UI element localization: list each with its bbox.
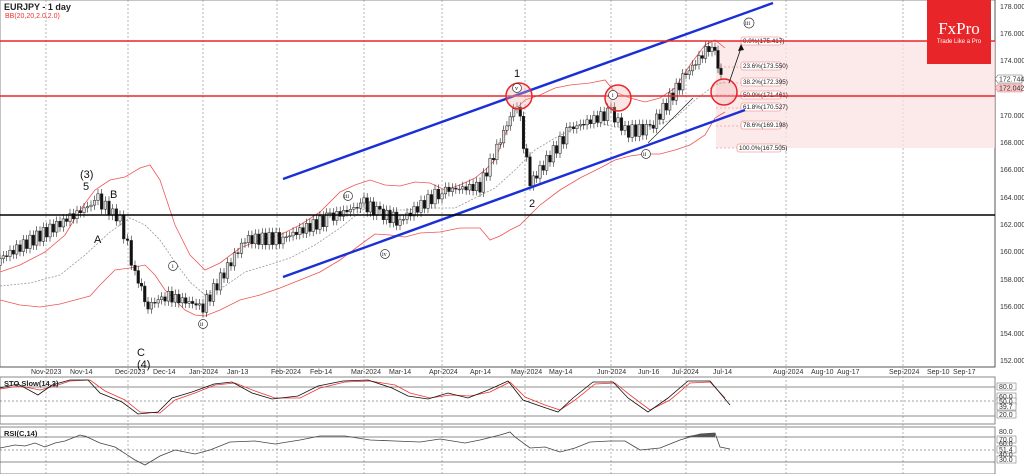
svg-text:iii: iii [745,21,750,27]
svg-text:166.000: 166.000 [1000,167,1024,174]
svg-text:158.000: 158.000 [1000,277,1024,284]
svg-text:Mar-2024: Mar-2024 [351,369,381,376]
svg-text:178.000: 178.000 [1000,4,1024,11]
svg-text:100.0%(167.505): 100.0%(167.505) [739,145,787,152]
svg-text:Jul-14: Jul-14 [713,369,732,376]
svg-text:i: i [172,264,174,270]
svg-text:v: v [515,86,518,92]
svg-text:80.0: 80.0 [999,384,1013,391]
svg-text:20.0: 20.0 [999,412,1013,419]
svg-text:Jan-2024: Jan-2024 [189,369,218,376]
stochastic-label: STO Slow(14,3) [4,379,59,388]
chart-title: EURJPY - 1 day [4,2,71,12]
svg-text:164.000: 164.000 [1000,195,1024,202]
svg-text:C: C [137,347,145,359]
svg-text:Nov-2023: Nov-2023 [31,369,61,376]
svg-text:60.0: 60.0 [999,441,1013,448]
svg-text:Mar-14: Mar-14 [389,369,411,376]
svg-text:1: 1 [514,68,520,80]
svg-text:Dec-2023: Dec-2023 [115,369,145,376]
svg-text:160.000: 160.000 [1000,249,1024,256]
svg-text:80.0: 80.0 [999,429,1013,436]
y-axis: 178.000 176.000 174.000 170.000 168.000 166… [994,0,1024,367]
svg-text:A: A [94,234,102,246]
svg-text:Jun-16: Jun-16 [638,369,660,376]
svg-text:Sep-2024: Sep-2024 [889,369,919,376]
svg-text:ii: ii [643,152,647,158]
svg-text:Jan-13: Jan-13 [227,369,249,376]
fxpro-logo: FxPro Trade Like a Pro [927,0,991,64]
svg-text:152.000: 152.000 [1000,358,1024,365]
svg-text:Apr-14: Apr-14 [470,369,491,376]
svg-text:Aug-10: Aug-10 [811,369,834,376]
svg-text:ii: ii [200,322,204,328]
svg-text:Dec-14: Dec-14 [153,369,176,376]
svg-text:B: B [110,189,117,201]
logo-brand: FxPro [938,19,980,38]
svg-text:39.7: 39.7 [999,404,1013,411]
svg-text:170.000: 170.000 [1000,113,1024,120]
rsi-panel: 80.0 70.0 60.0 51.4 40.0 30.0 [0,429,1017,466]
x-axis: Nov-2023 Nov-14 Dec-2023 Dec-14 Jan-2024 Ja… [0,366,995,376]
svg-text:172.744: 172.744 [999,77,1024,84]
svg-text:(3): (3) [80,169,93,181]
candlesticks [0,41,723,318]
svg-text:Feb-2024: Feb-2024 [271,369,301,376]
svg-text:2: 2 [529,198,535,210]
svg-text:iii: iii [344,194,349,200]
svg-text:Jun-2024: Jun-2024 [597,369,626,376]
svg-text:Sep-17: Sep-17 [953,369,976,376]
svg-text:60.0: 60.0 [999,394,1013,401]
svg-text:38.2%(172.395): 38.2%(172.395) [743,79,788,86]
ascending-channel [282,1,774,279]
svg-text:50.0: 50.0 [999,399,1013,406]
indicator-label: BB(20,20,2.0,2.0) [5,13,60,20]
svg-text:78.6%(169.198): 78.6%(169.198) [743,122,788,129]
svg-text:51.4: 51.4 [999,447,1013,454]
svg-text:Nov-14: Nov-14 [70,369,93,376]
logo-tagline: Trade Like a Pro [936,39,982,45]
svg-text:Feb-14: Feb-14 [310,369,332,376]
svg-text:174.000: 174.000 [1000,58,1024,65]
projection-arrow [647,44,744,144]
svg-text:61.8%(170.527): 61.8%(170.527) [743,104,788,111]
svg-text:Jul-2024: Jul-2024 [672,369,699,376]
svg-text:Sep-10: Sep-10 [927,369,950,376]
svg-text:168.000: 168.000 [1000,140,1024,147]
svg-text:May-14: May-14 [549,369,572,376]
svg-text:Aug-17: Aug-17 [837,369,860,376]
svg-text:154.000: 154.000 [1000,331,1024,338]
svg-text:(4): (4) [137,359,150,371]
svg-text:162.000: 162.000 [1000,222,1024,229]
svg-text:May-2024: May-2024 [511,369,542,376]
svg-text:172.042: 172.042 [999,86,1024,93]
rsi-label: RSI(C,14) [4,429,38,438]
svg-text:Aug-2024: Aug-2024 [773,369,803,376]
svg-text:70.0: 70.0 [999,437,1013,444]
svg-text:30.0: 30.0 [999,457,1013,464]
svg-text:176.000: 176.000 [1000,31,1024,38]
stochastic-panel: 80.0 60.0 50.0 39.7 20.0 [0,379,1017,419]
svg-text:iv: iv [382,252,387,258]
svg-text:Apr-2024: Apr-2024 [429,369,458,376]
svg-text:23.6%(173.550): 23.6%(173.550) [743,63,788,70]
svg-text:156.000: 156.000 [1000,304,1024,311]
svg-text:5: 5 [83,181,89,193]
svg-text:40.0: 40.0 [999,452,1013,459]
svg-text:i: i [612,93,614,99]
